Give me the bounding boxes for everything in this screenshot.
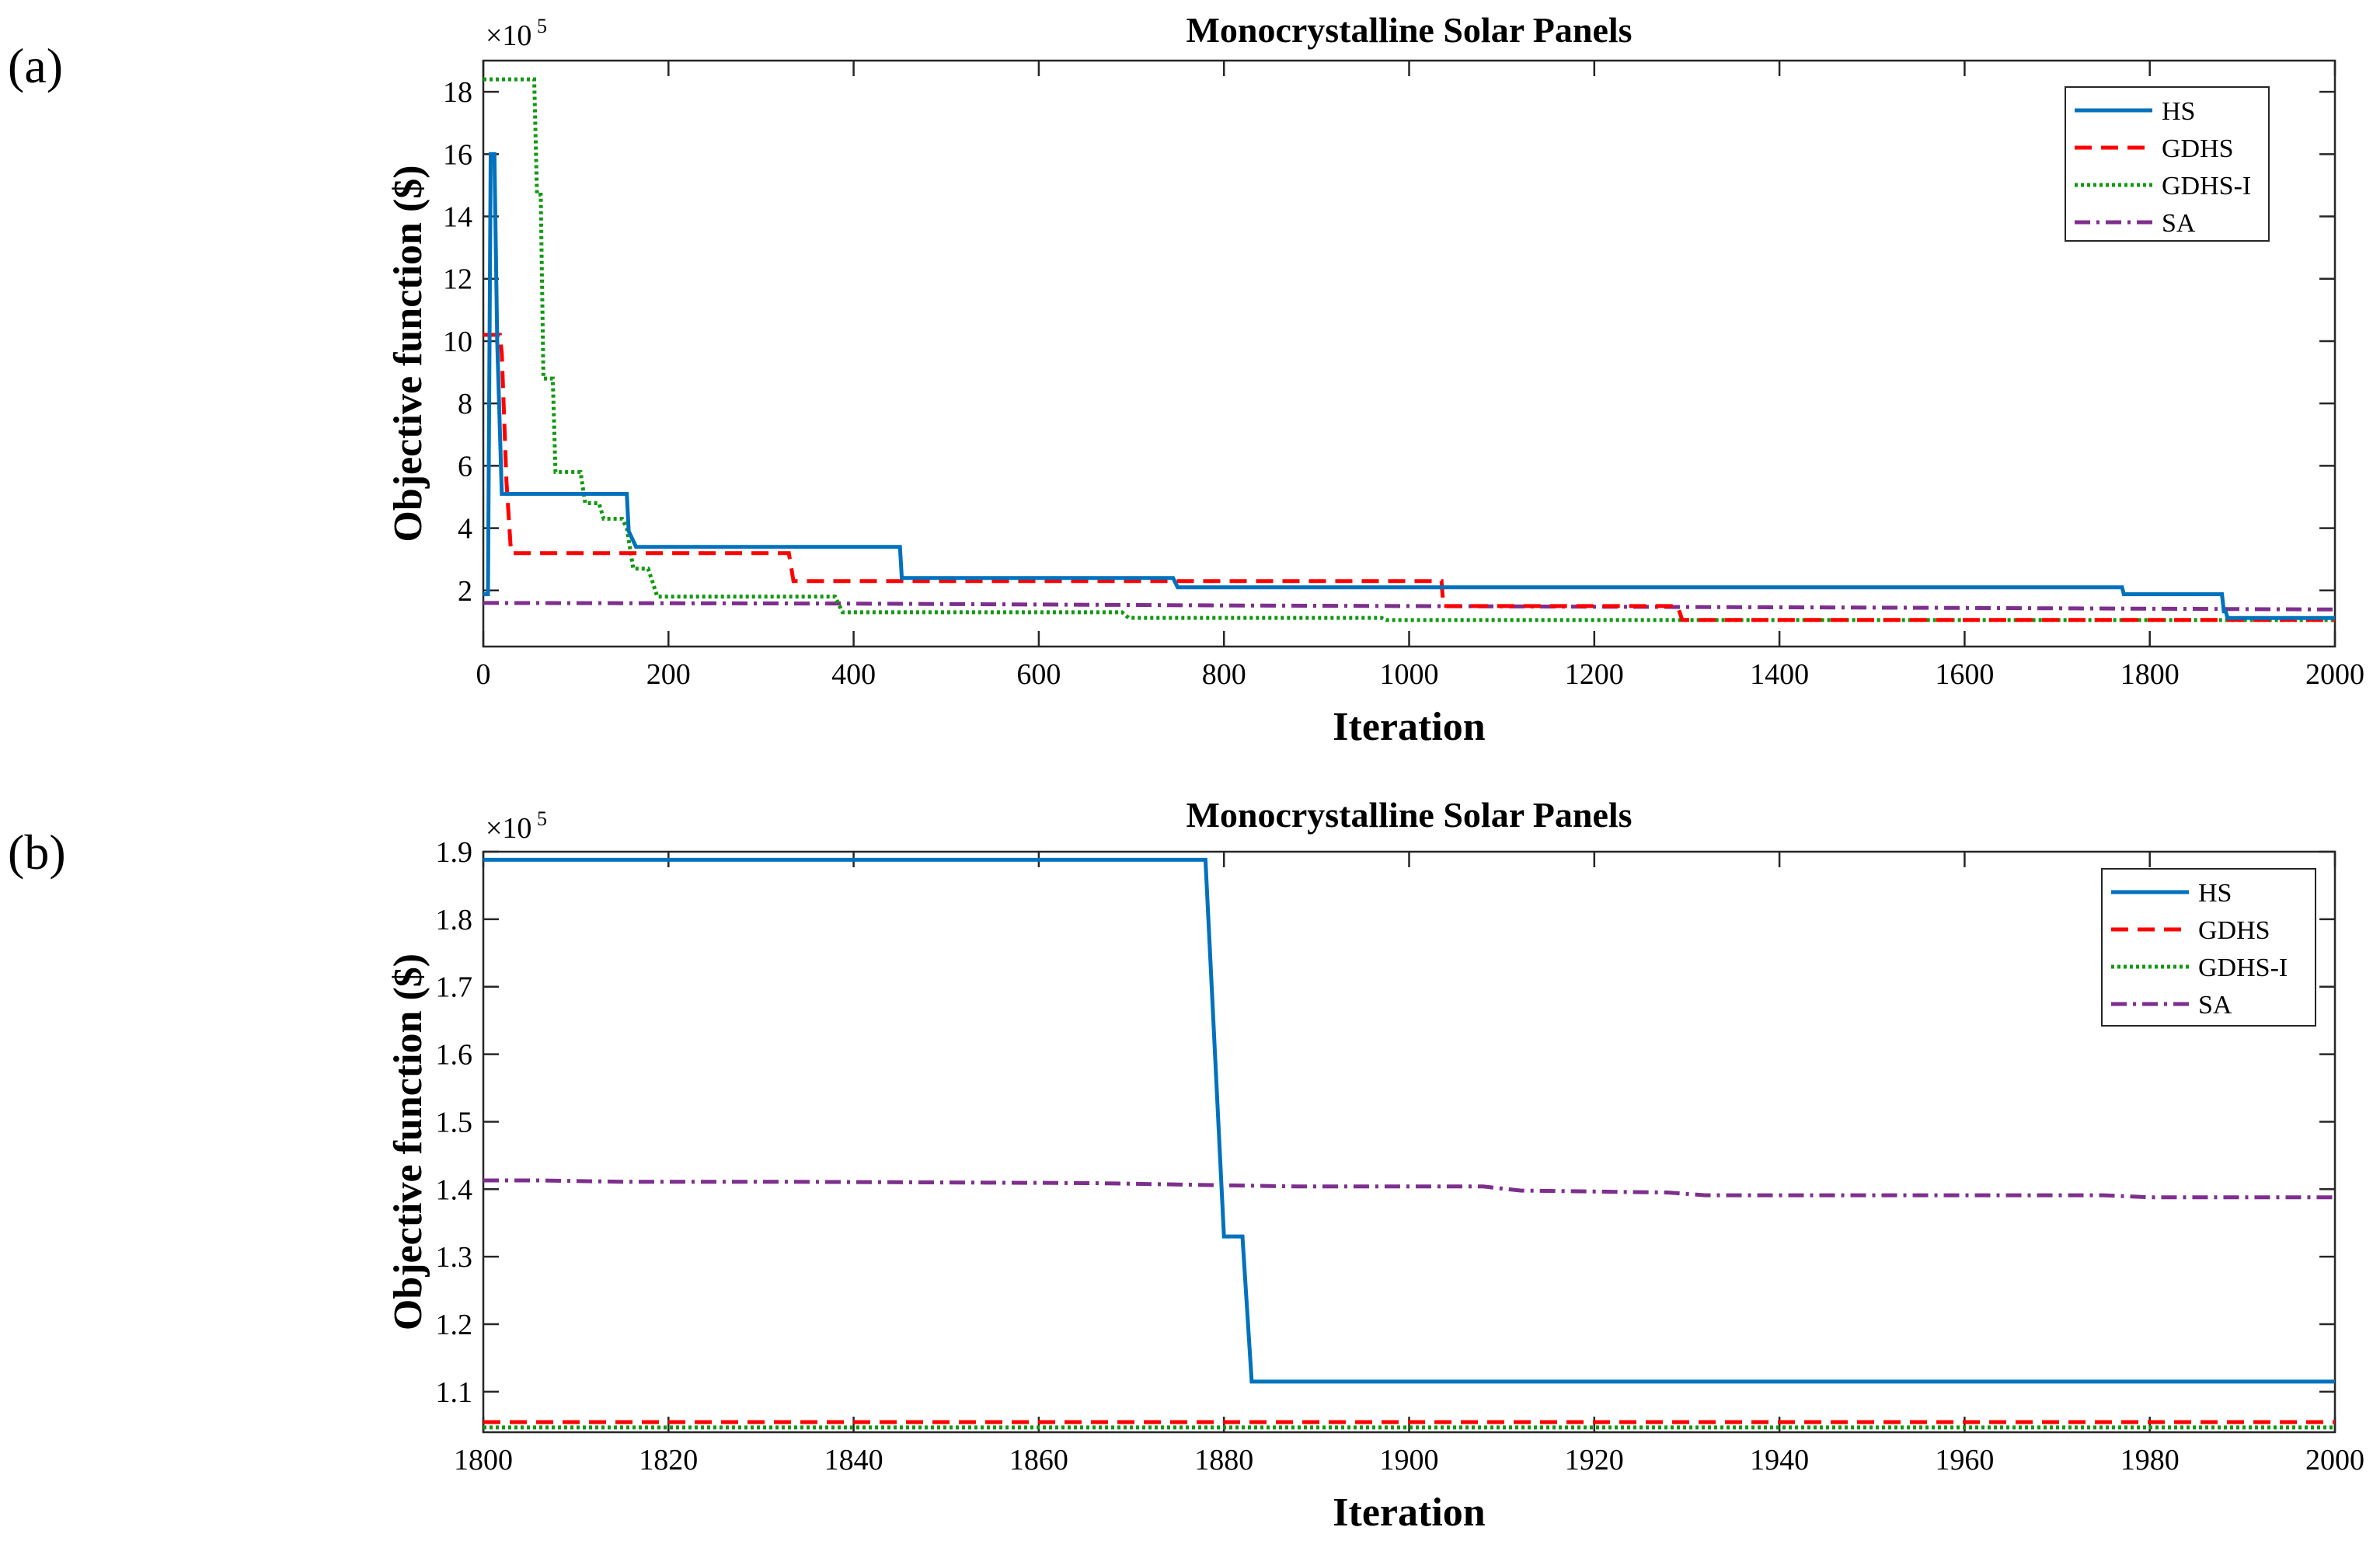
- x-tick-label: 1200: [1565, 658, 1624, 691]
- panel-label-b: (b): [8, 825, 66, 880]
- y-tick-label: 2: [458, 575, 472, 608]
- plot-area: [482, 59, 2336, 648]
- legend-label-sa: SA: [2198, 991, 2232, 1020]
- x-tick-label: 1900: [1380, 1444, 1439, 1477]
- legend-label-gdhs-i: GDHS-I: [2162, 172, 2251, 200]
- x-tick-label: 1820: [639, 1444, 698, 1477]
- y-tick-label: 1.2: [436, 1309, 473, 1341]
- x-tick-label: 0: [476, 658, 491, 691]
- series-line-gdhs-i: [483, 77, 2335, 622]
- plot-area: [482, 850, 2336, 1434]
- x-tick-label: 1980: [2120, 1444, 2180, 1477]
- y-tick-label: 16: [443, 138, 472, 171]
- axis-exponent-power: 5: [537, 15, 547, 37]
- legend-label-gdhs: GDHS: [2162, 134, 2234, 163]
- x-tick-label: 1800: [454, 1444, 513, 1477]
- y-tick-label: 14: [443, 201, 472, 234]
- chart-title: Monocrystalline Solar Panels: [1186, 795, 1632, 835]
- legend: [2101, 868, 2316, 1027]
- y-tick-label: 4: [458, 513, 472, 546]
- y-tick-label: 12: [443, 263, 472, 296]
- x-tick-label: 1920: [1565, 1444, 1624, 1477]
- axis-exponent-power: 5: [537, 807, 547, 830]
- x-tick-label: 1000: [1380, 658, 1439, 691]
- axis-exponent: ×10: [486, 812, 531, 845]
- x-tick-label: 800: [1202, 658, 1246, 691]
- panel-label-a: (a): [8, 38, 64, 93]
- y-tick-label: 8: [458, 388, 472, 420]
- y-axis-label: Objective function ($): [386, 954, 430, 1330]
- x-tick-label: 1960: [1935, 1444, 1994, 1477]
- y-tick-label: 1.3: [436, 1241, 473, 1274]
- x-tick-label: 1860: [1009, 1444, 1068, 1477]
- x-axis-label: Iteration: [1333, 1490, 1485, 1535]
- chart-b: 1800 1820 1840 1860 1880 1900 1920 1940 1960 1980…: [386, 795, 2364, 1535]
- chart-title: Monocrystalline Solar Panels: [1186, 10, 1632, 50]
- x-tick-label: 1600: [1935, 658, 1994, 691]
- series-line-hs: [483, 857, 2335, 1384]
- x-tick-label: 2000: [2305, 1444, 2364, 1477]
- y-tick-label: 1.6: [436, 1039, 473, 1072]
- x-tick-label: 1800: [2120, 658, 2180, 691]
- legend-label-hs: HS: [2162, 97, 2195, 126]
- y-tick-label: 1.7: [436, 971, 473, 1004]
- x-tick-label: 1940: [1750, 1444, 1809, 1477]
- axis-exponent: ×10: [486, 19, 531, 52]
- legend-label-gdhs: GDHS: [2198, 916, 2270, 945]
- y-tick-label: 6: [458, 450, 472, 483]
- series-line-hs: [483, 152, 2335, 620]
- y-tick-label: 1.5: [436, 1106, 473, 1138]
- y-tick-label: 1.8: [436, 904, 473, 936]
- y-tick-label: 1.9: [436, 836, 473, 869]
- y-axis-label: Objective function ($): [386, 165, 430, 542]
- y-tick-label: 1.1: [436, 1376, 473, 1409]
- legend-label-gdhs-i: GDHS-I: [2198, 954, 2288, 982]
- y-tick-label: 1.4: [436, 1173, 473, 1206]
- y-tick-label: 10: [443, 326, 472, 358]
- series-line-sa: [483, 601, 2335, 612]
- series-line-gdhs: [483, 333, 2335, 622]
- legend: [2065, 86, 2270, 242]
- x-tick-label: 2000: [2305, 658, 2364, 691]
- legend-label-sa: SA: [2162, 209, 2196, 238]
- legend-label-hs: HS: [2198, 879, 2232, 908]
- x-tick-label: 200: [646, 658, 691, 691]
- x-axis-label: Iteration: [1333, 705, 1485, 749]
- x-tick-label: 600: [1016, 658, 1061, 691]
- y-tick-label: 18: [443, 76, 472, 109]
- series-line-sa: [483, 1178, 2335, 1200]
- x-tick-label: 1880: [1194, 1444, 1253, 1477]
- x-tick-label: 400: [831, 658, 876, 691]
- x-tick-label: 1400: [1750, 658, 1809, 691]
- chart-a: 0 200 400 600 800 1000 1200 1400 1600 1800 2000 2 4 6…: [386, 10, 2364, 749]
- x-tick-label: 1840: [824, 1444, 883, 1477]
